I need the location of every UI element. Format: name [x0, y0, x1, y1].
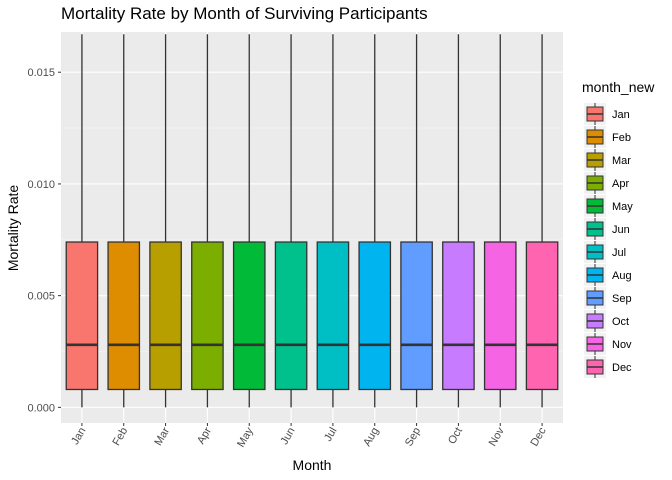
legend-item-nov: Nov [584, 333, 632, 355]
iqr-box [191, 241, 224, 391]
legend-label: Aug [612, 270, 632, 282]
y-tick-label: 0.000 [27, 402, 55, 414]
legend-label: Dec [612, 362, 632, 374]
legend-item-jul: Jul [584, 241, 626, 263]
legend-label: Jul [612, 247, 626, 259]
iqr-box [400, 241, 433, 391]
box-feb [107, 34, 141, 408]
legend-item-feb: Feb [584, 126, 631, 148]
box-nov [483, 34, 517, 408]
iqr-box [274, 241, 308, 391]
legend-label: Jan [612, 109, 630, 121]
iqr-box [107, 241, 141, 391]
iqr-box [442, 241, 475, 391]
chart-title: Mortality Rate by Month of Surviving Par… [61, 4, 428, 23]
legend-item-sep: Sep [584, 287, 632, 309]
box-dec [525, 34, 559, 408]
y-tick-label: 0.010 [27, 179, 55, 191]
legend-item-apr: Apr [584, 172, 629, 194]
box-aug [358, 34, 392, 408]
x-tick-label: Apr [195, 425, 214, 446]
iqr-box [65, 241, 99, 391]
x-tick-label: Jun [278, 426, 297, 447]
x-tick-label: Aug [361, 426, 381, 449]
box-jun [274, 34, 308, 408]
y-tick-label: 0.005 [27, 291, 55, 303]
legend-item-jan: Jan [584, 103, 630, 125]
iqr-box [358, 241, 392, 391]
legend-label: Jun [612, 224, 630, 236]
legend-label: Feb [612, 132, 631, 144]
legend-label: Apr [612, 178, 629, 190]
box-apr [191, 34, 224, 408]
legend: month_new Jan Feb Mar Apr May Jun Jul Aug Sep Oct… [582, 79, 655, 378]
legend-label: Nov [612, 339, 632, 351]
legend-item-mar: Mar [584, 149, 631, 171]
legend-label: Sep [612, 293, 632, 305]
legend-item-oct: Oct [584, 310, 629, 332]
iqr-box [316, 241, 350, 391]
box-oct [442, 34, 475, 408]
x-tick-label: Jan [69, 426, 88, 447]
x-tick-label: Nov [487, 425, 507, 448]
x-tick-label: Jul [322, 426, 339, 444]
legend-item-may: May [584, 195, 633, 217]
x-tick-label: Feb [110, 426, 130, 448]
y-tick-label: 0.015 [27, 67, 55, 79]
legend-label: May [612, 201, 633, 213]
iqr-box [149, 241, 182, 391]
legend-item-aug: Aug [584, 264, 632, 286]
y-axis-title: Mortality Rate [5, 185, 21, 272]
plot-panel [61, 32, 563, 423]
x-axis-title: Month [293, 457, 332, 473]
legend-item-jun: Jun [584, 218, 630, 240]
x-tick-label: Oct [446, 426, 465, 447]
legend-label: Oct [612, 316, 629, 328]
legend-label: Mar [612, 155, 631, 167]
legend-title: month_new [582, 79, 655, 95]
box-mar [149, 34, 182, 408]
iqr-box [232, 241, 266, 391]
box-jan [65, 34, 99, 408]
x-tick-label: Mar [152, 425, 172, 448]
box-sep [400, 34, 433, 408]
iqr-box [525, 241, 559, 391]
x-tick-label: Sep [403, 426, 423, 449]
legend-item-dec: Dec [584, 356, 632, 378]
x-tick-label: May [235, 425, 256, 449]
x-tick-label: Dec [529, 425, 549, 448]
box-jul [316, 34, 350, 408]
box-may [232, 34, 266, 408]
iqr-box [483, 241, 517, 391]
